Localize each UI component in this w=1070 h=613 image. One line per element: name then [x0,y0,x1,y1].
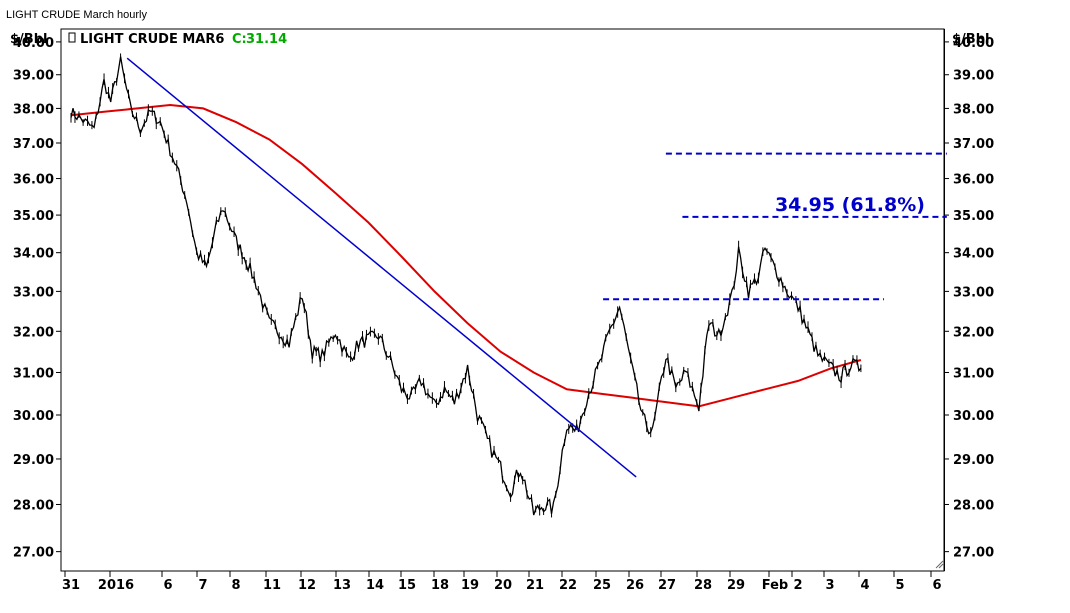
x-tick-label: 21 [526,578,544,593]
y-tick-label-right: 31.00 [953,366,994,381]
x-tick-label: 25 [593,578,611,593]
y-tick-label-left: 32.00 [13,325,54,340]
y-tick-label-left: 33.00 [13,285,54,300]
x-tick-label: 14 [366,578,384,593]
y-tick-label-right: 34.00 [953,247,994,262]
x-tick-label: 13 [333,578,351,593]
x-tick-label: 5 [895,578,904,593]
x-tick-label: 4 [860,578,869,593]
y-tick-label-left: 30.00 [13,409,54,424]
x-tick-label: Feb [762,578,788,593]
window-title: LIGHT CRUDE March hourly [6,9,147,21]
fib-level-annotation: 34.95 (61.8%) [775,194,925,216]
legend-close-value: 31.14 [246,32,287,47]
y-tick-label-left: 31.00 [13,366,54,381]
y-tick-label-right: 29.00 [953,453,994,468]
legend: LIGHT CRUDE MAR6 C: 31.14 [68,32,287,47]
y-tick-label-left: 28.00 [13,498,54,513]
y-tick-label-right: 38.00 [953,102,994,117]
y-axis-title-right: $/Bbl [952,32,989,47]
y-tick-label-left: 38.00 [13,102,54,117]
price-line [70,56,862,516]
x-tick-label: 12 [298,578,316,593]
legend-symbol-icon [68,32,76,43]
y-axis: 27.00 27.00 28.00 28.00 29.00 29.00 30.00 30.00… [13,36,994,561]
x-tick-label: 28 [694,578,712,593]
x-tick-label: 6 [932,578,941,593]
y-tick-label-right: 39.00 [953,69,994,84]
x-tick-label: 19 [461,578,479,593]
y-tick-label-left: 34.00 [13,247,54,262]
y-tick-label-left: 29.00 [13,453,54,468]
x-tick-label: 15 [398,578,416,593]
y-tick-label-right: 40.00 [953,36,994,51]
y-tick-label-left: 27.00 [13,546,54,561]
y-tick-label-right: 33.00 [953,285,994,300]
x-tick-label: 7 [198,578,207,593]
x-tick-label: 29 [727,578,745,593]
x-tick-label: 2 [793,578,802,593]
x-tick-label: 8 [231,578,240,593]
y-tick-label-right: 37.00 [953,137,994,152]
x-tick-label: 27 [658,578,676,593]
y-axis-title-left: $/Bbl [10,32,47,47]
y-tick-label-right: 32.00 [953,325,994,340]
y-tick-label-right: 36.00 [953,173,994,188]
downtrend-line [126,57,637,478]
x-tick-label: 2016 [98,578,134,593]
x-tick-label: 6 [163,578,172,593]
plot-area: 34.95 (61.8%) [70,53,947,518]
x-tick-label: 3 [825,578,834,593]
y-tick-label-left: 35.00 [13,209,54,224]
x-axis: 31 2016 6 7 8 11 12 13 14 15 18 19 20 21 22 25 26 27 28 29 F… [62,571,942,593]
legend-close-label: C: [232,32,247,47]
x-tick-label: 18 [431,578,449,593]
plot-frame [60,28,945,572]
y-tick-label-left: 39.00 [13,69,54,84]
y-tick-label-right: 28.00 [953,498,994,513]
moving-average-line [70,103,862,408]
x-tick-label: 31 [62,578,80,593]
x-tick-label: 20 [494,578,512,593]
y-tick-label-right: 27.00 [953,546,994,561]
x-tick-label: 22 [559,578,577,593]
right-axis-frame [944,29,945,571]
y-tick-label-left: 36.00 [13,173,54,188]
x-tick-label: 26 [626,578,644,593]
y-tick-label-left: 37.00 [13,137,54,152]
y-tick-label-right: 30.00 [953,409,994,424]
resize-grip-icon[interactable] [935,560,944,569]
x-tick-label: 11 [263,578,281,593]
legend-symbol: LIGHT CRUDE MAR6 [80,32,224,47]
y-tick-label-left: 40.00 [13,36,54,51]
y-tick-label-right: 35.00 [953,209,994,224]
